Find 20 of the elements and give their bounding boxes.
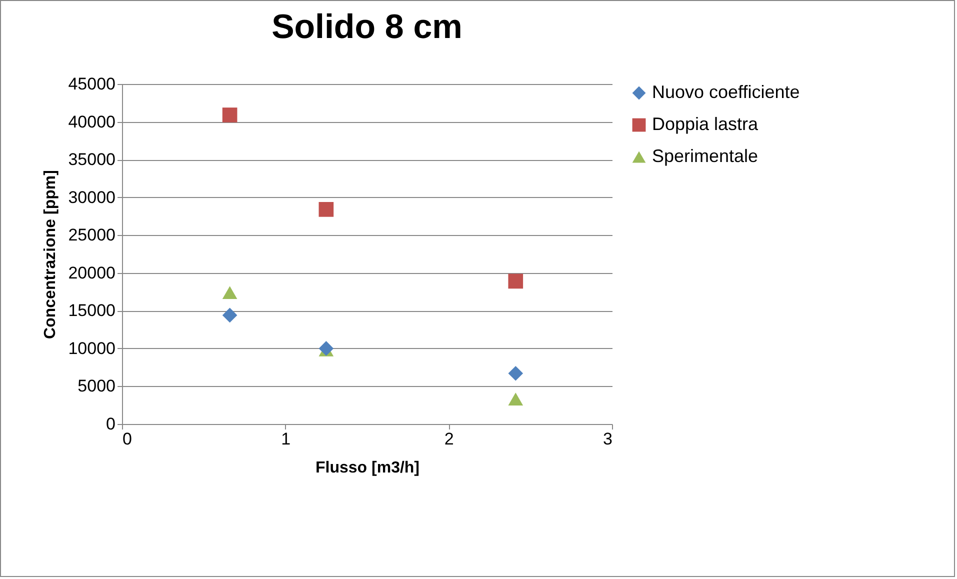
x-axis-title: Flusso [m3/h] (315, 460, 420, 476)
y-tick-label: 40000 (68, 112, 116, 132)
y-axis-title: Concentrazione [ppm] (42, 170, 60, 339)
legend-label: Nuovo coefficiente (652, 82, 800, 102)
legend-label: Sperimentale (652, 146, 758, 166)
y-tick-label: 35000 (68, 150, 116, 170)
y-tick-label: 15000 (68, 301, 116, 320)
y-tick-label: 30000 (68, 188, 116, 207)
x-tick-label: 2 (444, 430, 454, 448)
y-tick-label: 0 (106, 414, 116, 434)
y-tick-label: 10000 (68, 338, 116, 358)
x-tick-label: 1 (281, 430, 291, 448)
y-tick-label: 45000 (68, 74, 116, 94)
x-tick-label: 0 (122, 430, 132, 448)
y-tick-label: 25000 (68, 226, 116, 245)
legend-label: Doppia lastra (652, 114, 760, 134)
y-tick-label: 20000 (68, 263, 116, 282)
x-tick-label: 3 (603, 430, 612, 448)
chart-title: Solido 8 cm (272, 8, 462, 46)
y-tick-label: 5000 (78, 376, 116, 396)
